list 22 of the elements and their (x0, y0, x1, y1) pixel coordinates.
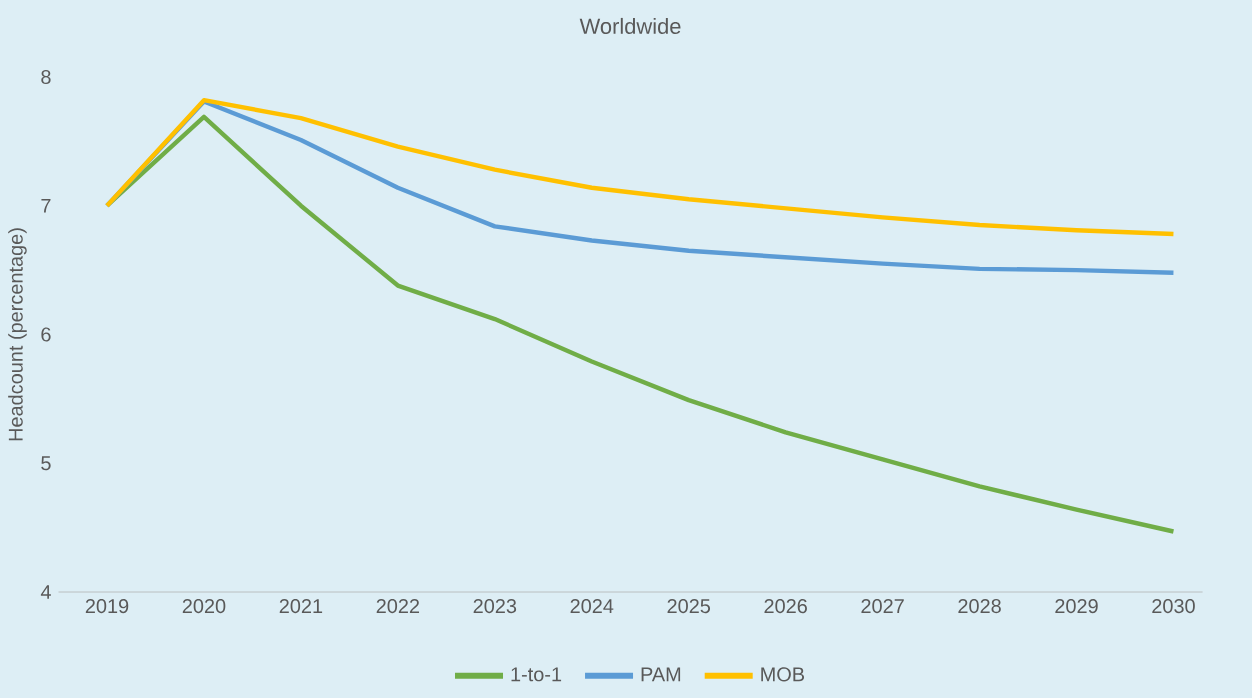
y-axis-title: Headcount (percentage) (8, 228, 27, 441)
x-tick-label: 2029 (1055, 599, 1098, 614)
y-tick-label: 7 (41, 198, 51, 213)
legend-label: 1-to-1 (511, 667, 562, 682)
x-tick-label: 2022 (376, 599, 420, 614)
y-tick-label: 4 (40, 585, 51, 599)
y-tick-label: 8 (41, 69, 51, 85)
x-tick-label: 2021 (279, 599, 323, 614)
x-tick-label: 2020 (182, 599, 226, 614)
x-tick-label: 2028 (958, 599, 1001, 614)
x-tick-label: 2019 (85, 599, 129, 614)
legend-label: MOB (761, 667, 805, 682)
x-tick-label: 2025 (667, 599, 711, 614)
chart-title: Worldwide (579, 17, 681, 34)
x-tick-label: 2024 (570, 599, 614, 614)
y-tick-label: 6 (41, 327, 51, 342)
x-tick-label: 2030 (1152, 599, 1195, 614)
x-tick-label: 2026 (764, 599, 807, 614)
y-tick-label: 5 (41, 456, 51, 471)
legend-label: PAM (641, 667, 681, 682)
x-tick-label: 2027 (861, 599, 904, 614)
x-tick-label: 2023 (473, 599, 517, 614)
